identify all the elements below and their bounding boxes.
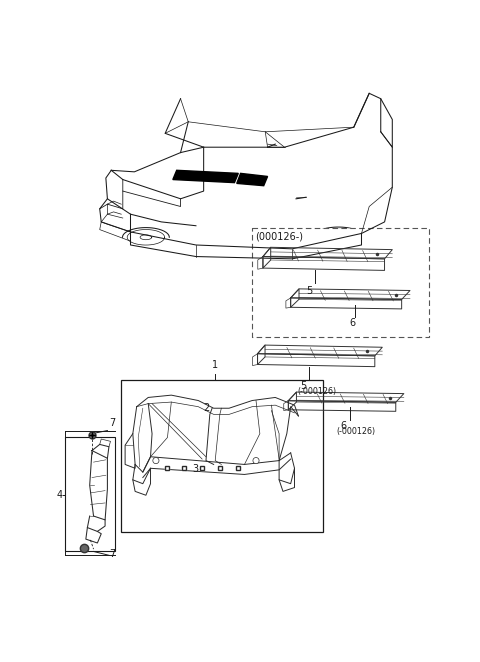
Text: 7: 7 (109, 549, 115, 559)
Text: 2: 2 (204, 403, 210, 413)
Text: 6: 6 (340, 421, 346, 432)
Text: 3: 3 (192, 465, 198, 475)
Bar (65, 438, 115, 551)
Text: 1: 1 (212, 361, 218, 371)
Circle shape (153, 457, 159, 463)
Bar (121, 380, 323, 532)
Text: (-000126): (-000126) (298, 387, 336, 397)
Bar (252, 228, 429, 338)
Text: (-000126): (-000126) (336, 428, 375, 436)
Polygon shape (237, 173, 267, 186)
Text: (000126-): (000126-) (255, 231, 303, 241)
Text: 7: 7 (109, 418, 115, 428)
Text: 6: 6 (349, 318, 355, 328)
Circle shape (253, 457, 259, 463)
Text: 4: 4 (57, 491, 63, 500)
Polygon shape (173, 170, 238, 183)
Text: 5: 5 (306, 286, 312, 296)
Text: 5: 5 (300, 381, 306, 391)
